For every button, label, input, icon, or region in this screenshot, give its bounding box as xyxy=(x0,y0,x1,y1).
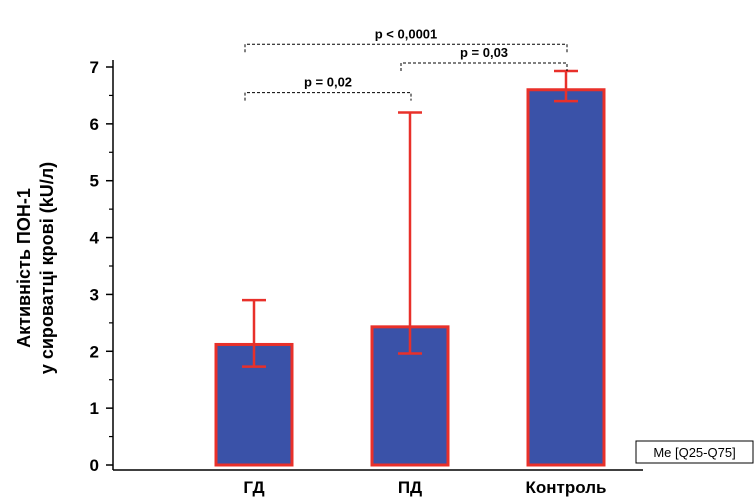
y-tick-label: 7 xyxy=(90,58,99,77)
significance-label-1: p = 0,03 xyxy=(460,45,508,60)
significance-label-2: p < 0,0001 xyxy=(375,26,438,41)
significance-bracket-1 xyxy=(400,62,568,72)
bar-1 xyxy=(370,325,450,467)
significance-bracket-0 xyxy=(244,92,412,101)
significance-label-0: p = 0,02 xyxy=(304,75,352,90)
error-bars xyxy=(242,69,578,368)
y-tick-label: 5 xyxy=(90,172,99,191)
legend: Me [Q25-Q75] xyxy=(635,440,754,464)
y-ticks: 0 1 2 3 4 5 6 7 xyxy=(90,58,113,475)
x-tick-label-0: ГД xyxy=(243,478,264,497)
y-tick-label: 1 xyxy=(90,399,99,418)
legend-text: Me [Q25-Q75] xyxy=(653,445,735,460)
y-tick-label: 6 xyxy=(90,115,99,134)
y-tick-label: 3 xyxy=(90,285,99,304)
x-tick-labels: ГД ПД Контроль xyxy=(243,478,606,497)
legend-box xyxy=(635,440,754,464)
bars xyxy=(214,88,606,467)
y-axis-label: Активність ПОН-1 у сироватці крові (kU/л… xyxy=(14,162,57,374)
y-tick-label: 2 xyxy=(90,342,99,361)
y-tick-label: 4 xyxy=(90,229,100,248)
x-tick-label-2: Контроль xyxy=(526,478,607,497)
x-tick-label-1: ПД xyxy=(398,478,422,497)
y-axis-label-line-1: Активність ПОН-1 xyxy=(14,188,34,348)
y-tick-label: 0 xyxy=(90,456,99,475)
bar-2 xyxy=(526,88,606,467)
significance-brackets: p = 0,02 p = 0,03 p < 0,0001 xyxy=(244,26,568,101)
significance-bracket-2 xyxy=(244,43,568,53)
y-axis-label-line-2: у сироватці крові (kU/л) xyxy=(37,162,57,374)
